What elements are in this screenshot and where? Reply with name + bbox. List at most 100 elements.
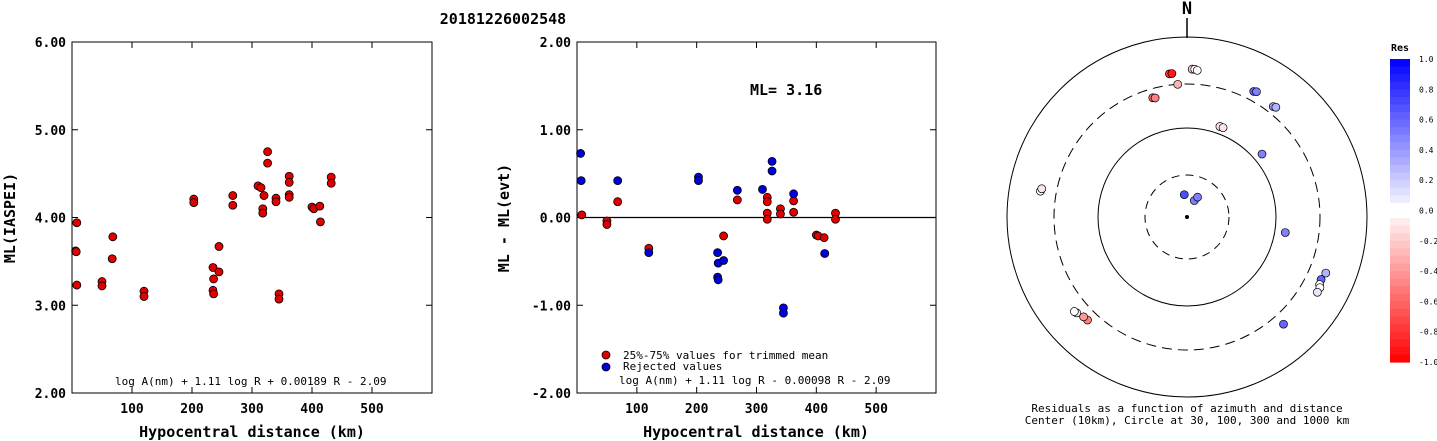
- y-tick-label: -1.00: [532, 299, 571, 314]
- axis-ticks: 100 200 300 400 500 -2.00 -1.00 0.00 1.00 2.00: [532, 36, 936, 417]
- station-point: [1193, 192, 1202, 202]
- figure-title: 20181226002548: [440, 10, 566, 28]
- x-axis-label: Hypocentral distance (km): [139, 423, 365, 441]
- data-point: [732, 185, 742, 195]
- data-point: [719, 256, 728, 265]
- colorbar-segment: [1390, 127, 1410, 136]
- colorbar-segment: [1390, 157, 1410, 166]
- ml-distance-panel: 100 200 300 400 500 2.00 3.00 4.00 5.00 6.00 ML(I…: [1, 36, 433, 441]
- data-point: [831, 214, 840, 224]
- colorbar-segment: [1390, 301, 1410, 310]
- station-point: [1218, 123, 1228, 133]
- colorbar-tick-label: 0.4: [1419, 146, 1434, 155]
- station-point: [1279, 319, 1288, 329]
- data-point: [789, 207, 798, 217]
- y-axis-label: ML(IASPEI): [1, 173, 19, 263]
- data-point: [789, 189, 798, 199]
- data-point: [214, 242, 224, 251]
- colorbar-segment: [1390, 104, 1410, 113]
- data-point: [71, 247, 81, 257]
- colorbar-segment: [1390, 210, 1410, 219]
- data-points: [71, 147, 336, 304]
- data-point: [108, 232, 118, 242]
- colorbar-segment: [1390, 89, 1410, 98]
- legend-label-rejected: Rejected values: [623, 360, 722, 373]
- data-point: [228, 191, 238, 200]
- data-points: [576, 149, 840, 318]
- colorbar-tick-label: -0.6: [1419, 297, 1437, 306]
- ring-1000km: [1006, 36, 1368, 398]
- data-point: [97, 281, 107, 291]
- data-point: [613, 176, 623, 186]
- colorbar-segment: [1390, 59, 1410, 68]
- x-tick-label: 500: [864, 402, 888, 417]
- colorbar-tick-label: 0.8: [1419, 85, 1434, 94]
- colorbar-title: Res: [1391, 43, 1409, 54]
- colorbar-segment: [1390, 142, 1410, 151]
- azimuth-residual-map: N Residuals as a function of azimuth and…: [1006, 0, 1437, 427]
- station-point: [1257, 149, 1267, 159]
- colorbar-segment: [1390, 255, 1410, 265]
- x-tick-label: 200: [180, 402, 204, 417]
- data-point: [326, 178, 336, 188]
- x-tick-label: 400: [300, 402, 324, 417]
- colorbar-segment: [1390, 149, 1410, 159]
- data-point: [228, 200, 238, 210]
- data-point: [576, 149, 585, 158]
- station-point: [1280, 228, 1290, 237]
- colorbar-segment: [1390, 195, 1410, 204]
- y-tick-label: 4.00: [35, 212, 66, 227]
- data-point: [767, 156, 777, 166]
- legend: 25%-75% values for trimmed mean Rejected…: [601, 349, 828, 373]
- y-tick-label: -2.00: [532, 387, 571, 402]
- colorbar-tick-label: 1.0: [1419, 55, 1434, 64]
- colorbar-segment: [1390, 66, 1410, 75]
- north-label: N: [1182, 0, 1192, 19]
- colorbar-segment: [1390, 74, 1410, 83]
- data-point: [613, 197, 623, 207]
- colorbar-segment: [1390, 248, 1410, 257]
- colorbar-segment: [1390, 187, 1410, 196]
- map-caption-line1: Residuals as a function of azimuth and d…: [1031, 402, 1342, 415]
- colorbar-segment: [1390, 354, 1410, 363]
- x-tick-label: 300: [240, 402, 264, 417]
- data-point: [576, 176, 586, 186]
- data-point: [256, 183, 266, 193]
- x-tick-label: 200: [685, 402, 709, 417]
- data-point: [767, 166, 777, 176]
- station-point: [1150, 93, 1160, 103]
- formula-label: log A(nm) + 1.11 log R + 0.00189 R - 2.0…: [115, 375, 387, 388]
- y-axis-label: ML - ML(evt): [495, 164, 513, 272]
- station-point: [1167, 69, 1177, 78]
- x-tick-label: 500: [360, 402, 384, 417]
- data-point: [72, 218, 82, 228]
- station-point: [1179, 190, 1189, 200]
- data-point: [758, 185, 767, 194]
- data-point: [139, 292, 149, 301]
- data-point: [259, 191, 269, 200]
- station-point: [1173, 79, 1183, 89]
- data-point: [315, 217, 325, 227]
- residual-distance-panel: 100 200 300 400 500 -2.00 -1.00 0.00 1.00 2.00 ML…: [495, 36, 937, 441]
- data-point: [779, 308, 788, 318]
- station-point: [1313, 287, 1322, 297]
- colorbar-segment: [1390, 346, 1410, 356]
- colorbar-segment: [1390, 180, 1410, 189]
- ml-value-label: ML= 3.16: [750, 81, 822, 99]
- colorbar-tick-label: -1.0: [1419, 358, 1437, 367]
- data-point: [72, 280, 82, 290]
- data-point: [209, 289, 219, 299]
- x-tick-label: 300: [745, 402, 769, 417]
- colorbar-segment: [1390, 263, 1410, 272]
- data-point: [644, 248, 654, 258]
- data-point: [719, 231, 728, 241]
- data-point: [776, 209, 785, 219]
- colorbar-tick-label: 0.6: [1419, 116, 1434, 125]
- data-point: [762, 197, 772, 207]
- data-point: [694, 176, 703, 186]
- colorbar-segment: [1390, 134, 1410, 143]
- station-point: [1192, 65, 1202, 75]
- ring-30km: [1144, 174, 1230, 260]
- y-tick-label: 6.00: [35, 36, 66, 51]
- y-tick-label: 0.00: [540, 212, 571, 227]
